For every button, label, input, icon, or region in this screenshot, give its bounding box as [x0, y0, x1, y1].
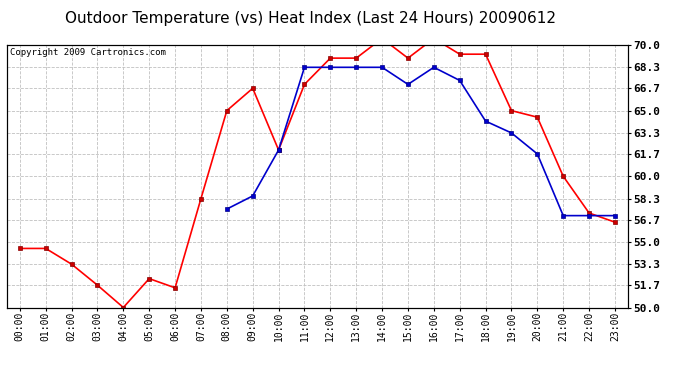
- Text: Outdoor Temperature (vs) Heat Index (Last 24 Hours) 20090612: Outdoor Temperature (vs) Heat Index (Las…: [65, 11, 556, 26]
- Text: Copyright 2009 Cartronics.com: Copyright 2009 Cartronics.com: [10, 48, 166, 57]
